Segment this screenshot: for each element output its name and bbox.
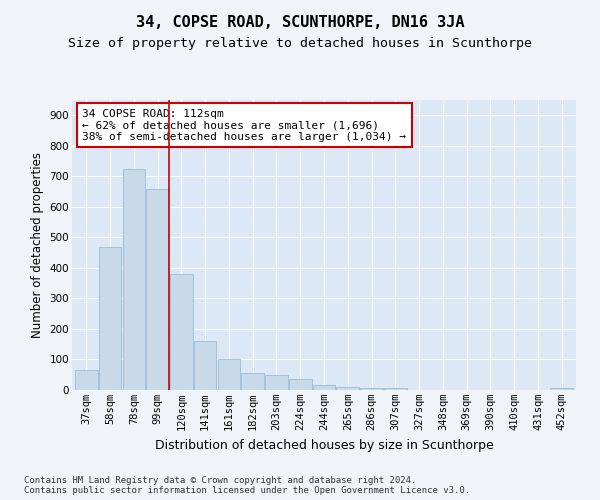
Bar xyxy=(194,341,217,390)
Bar xyxy=(360,388,383,390)
Bar xyxy=(122,168,145,390)
Bar xyxy=(337,387,359,390)
Bar xyxy=(289,380,311,390)
Bar xyxy=(146,188,169,390)
Text: Size of property relative to detached houses in Scunthorpe: Size of property relative to detached ho… xyxy=(68,38,532,51)
Bar xyxy=(241,373,264,390)
Bar xyxy=(99,246,121,390)
Text: Contains HM Land Registry data © Crown copyright and database right 2024.
Contai: Contains HM Land Registry data © Crown c… xyxy=(24,476,470,495)
Text: 34 COPSE ROAD: 112sqm
← 62% of detached houses are smaller (1,696)
38% of semi-d: 34 COPSE ROAD: 112sqm ← 62% of detached … xyxy=(82,108,406,142)
Bar xyxy=(384,388,407,390)
Bar xyxy=(313,384,335,390)
Bar xyxy=(265,374,288,390)
Y-axis label: Number of detached properties: Number of detached properties xyxy=(31,152,44,338)
Text: 34, COPSE ROAD, SCUNTHORPE, DN16 3JA: 34, COPSE ROAD, SCUNTHORPE, DN16 3JA xyxy=(136,15,464,30)
Bar xyxy=(75,370,98,390)
Bar xyxy=(218,360,240,390)
Bar xyxy=(170,274,193,390)
Bar xyxy=(550,388,573,390)
X-axis label: Distribution of detached houses by size in Scunthorpe: Distribution of detached houses by size … xyxy=(155,438,493,452)
